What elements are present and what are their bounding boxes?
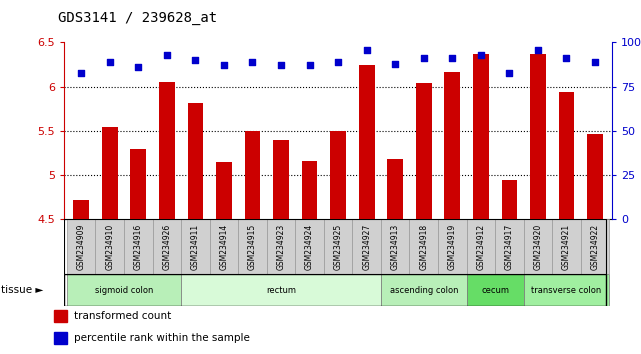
Text: tissue ►: tissue ► [1,285,43,295]
Bar [267,219,296,274]
Bar [188,103,203,219]
Bar [552,219,581,274]
Text: GSM234922: GSM234922 [590,224,599,270]
Bar [296,219,324,274]
Text: GSM234909: GSM234909 [77,224,86,270]
Bar [96,219,124,274]
Bar [416,83,431,219]
Point [562,56,572,61]
Text: GSM234910: GSM234910 [105,224,114,270]
Bar [124,219,153,274]
Point [390,61,401,67]
Text: GSM234924: GSM234924 [305,224,314,270]
Point [276,63,286,68]
Text: GSM234916: GSM234916 [134,224,143,270]
Bar [381,274,467,306]
Text: GSM234920: GSM234920 [533,224,542,270]
Text: GSM234915: GSM234915 [248,224,257,270]
Bar [353,219,381,274]
Text: GSM234917: GSM234917 [505,224,514,270]
Text: GSM234911: GSM234911 [191,224,200,270]
Point [590,59,600,65]
Text: rectum: rectum [266,286,296,295]
Point [419,56,429,61]
Bar [73,200,89,219]
Text: GSM234925: GSM234925 [333,224,343,270]
Bar [181,219,210,274]
Point [76,70,87,75]
Text: GSM234918: GSM234918 [419,224,428,270]
Bar [54,310,67,322]
Point [219,63,229,68]
Point [304,63,315,68]
Text: transverse colon: transverse colon [531,286,602,295]
Text: GSM234927: GSM234927 [362,224,371,270]
Text: sigmoid colon: sigmoid colon [95,286,153,295]
Text: GSM234926: GSM234926 [162,224,171,270]
Bar [153,219,181,274]
Bar [473,54,488,219]
Bar [245,131,260,219]
Point [133,64,144,70]
Text: GSM234912: GSM234912 [476,224,485,270]
Point [333,59,344,65]
Bar [410,219,438,274]
Bar [67,274,181,306]
Point [190,57,201,63]
Bar [387,159,403,219]
Bar [524,274,610,306]
Text: cecum: cecum [481,286,509,295]
Text: GSM234914: GSM234914 [219,224,228,270]
Bar [359,65,374,219]
Point [104,59,115,65]
Text: GSM234921: GSM234921 [562,224,571,270]
Bar [159,82,175,219]
Point [447,56,458,61]
Bar [444,72,460,219]
Bar [495,219,524,274]
Bar [67,219,96,274]
Bar [273,140,289,219]
Bar [438,219,467,274]
Text: GSM234919: GSM234919 [448,224,457,270]
Bar [131,149,146,219]
Bar [210,219,238,274]
Point [476,52,486,58]
Text: GSM234923: GSM234923 [276,224,285,270]
Bar [102,127,117,219]
Point [533,47,543,52]
Bar [501,179,517,219]
Bar [381,219,410,274]
Bar [524,219,552,274]
Bar [324,219,353,274]
Bar [330,131,346,219]
Point [362,47,372,52]
Bar [302,161,317,219]
Bar [530,54,545,219]
Text: GSM234913: GSM234913 [391,224,400,270]
Point [504,70,515,75]
Bar [587,133,603,219]
Text: percentile rank within the sample: percentile rank within the sample [74,333,249,343]
Bar [181,274,381,306]
Text: GDS3141 / 239628_at: GDS3141 / 239628_at [58,11,217,25]
Text: transformed count: transformed count [74,312,171,321]
Text: ascending colon: ascending colon [390,286,458,295]
Bar [216,162,232,219]
Bar [54,332,67,344]
Bar [467,219,495,274]
Point [247,59,258,65]
Bar [238,219,267,274]
Point [162,52,172,58]
Bar [467,274,524,306]
Bar [559,92,574,219]
Bar [581,219,610,274]
